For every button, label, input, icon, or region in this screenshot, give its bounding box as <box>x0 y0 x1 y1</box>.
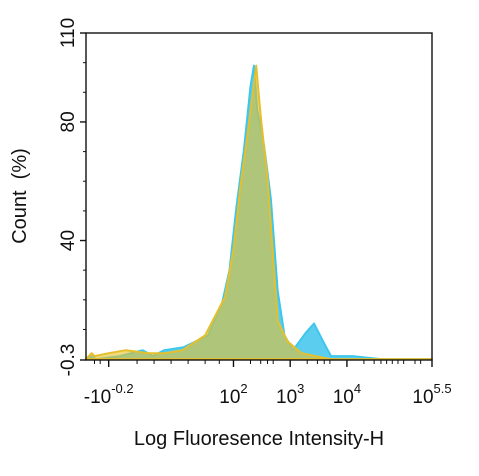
x-tick-label: 105.5 <box>412 381 451 408</box>
y-axis: -0.3 40 80 110 <box>58 18 86 377</box>
x-axis: -10-0.2 102 103 104 105.5 <box>84 360 452 408</box>
plot-frame <box>85 32 433 361</box>
x-tick-label: 102 <box>219 381 247 408</box>
y-tick-label: 110 <box>58 18 79 48</box>
x-tick-label: 103 <box>276 381 304 408</box>
y-tick-label: 80 <box>58 111 79 132</box>
series-layer <box>85 64 433 361</box>
x-tick-label: 104 <box>333 381 361 408</box>
x-axis-title: Log Fluoresence Intensity-H <box>134 428 384 450</box>
y-axis-title: Count (%) <box>9 148 31 244</box>
histogram-series-2 <box>85 64 433 361</box>
y-tick-label: -0.3 <box>58 344 79 377</box>
y-tick-label: 40 <box>58 230 79 251</box>
x-tick-label: -10-0.2 <box>84 381 134 408</box>
